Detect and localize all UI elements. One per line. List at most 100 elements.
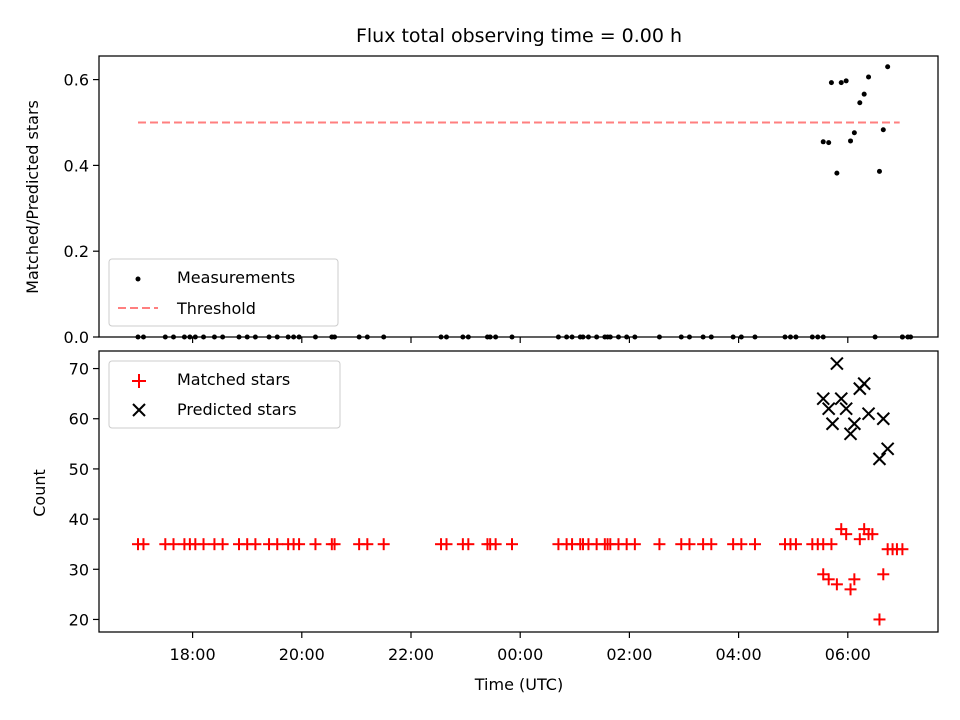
bottom-panel: 20 30 40 50 60 70 18:00 20:00 22:00 00:00 02:00 04… bbox=[30, 350, 939, 694]
top-plot-area bbox=[135, 64, 914, 340]
predicted-star-point bbox=[843, 427, 858, 441]
measurement-point bbox=[828, 80, 834, 86]
x-axis-label: Time (UTC) bbox=[474, 675, 563, 694]
measurement-point bbox=[381, 334, 387, 340]
measurement-point bbox=[170, 334, 176, 340]
matched-star-point bbox=[293, 538, 306, 551]
measurement-point bbox=[787, 334, 793, 340]
matched-star-point bbox=[462, 538, 475, 551]
measurement-point bbox=[678, 334, 684, 340]
matched-star-point bbox=[167, 538, 180, 551]
measurement-point bbox=[135, 334, 141, 340]
x-tick-label: 22:00 bbox=[388, 645, 434, 664]
measurement-point bbox=[594, 334, 600, 340]
matched-star-point bbox=[628, 538, 641, 551]
matched-star-point bbox=[866, 528, 879, 541]
matched-star-point bbox=[309, 538, 322, 551]
predicted-star-point bbox=[839, 401, 853, 416]
matched-star-point bbox=[844, 583, 857, 596]
measurement-point bbox=[615, 334, 621, 340]
y-tick-label: 50 bbox=[69, 460, 89, 479]
measurement-point bbox=[826, 140, 832, 146]
x-tick-label: 02:00 bbox=[606, 645, 652, 664]
measurement-point bbox=[708, 334, 714, 340]
measurement-point bbox=[876, 168, 882, 174]
measurement-point bbox=[872, 334, 878, 340]
matched-star-point bbox=[735, 538, 748, 551]
matched-star-point bbox=[705, 538, 718, 551]
measurement-point bbox=[201, 334, 207, 340]
matched-star-point bbox=[873, 613, 886, 626]
y-tick-label: 60 bbox=[69, 410, 89, 429]
measurement-point bbox=[364, 334, 370, 340]
measurement-point bbox=[192, 334, 198, 340]
measurement-point bbox=[569, 334, 575, 340]
measurement-point bbox=[220, 334, 226, 340]
x-tick-label: 04:00 bbox=[716, 645, 762, 664]
measurement-point bbox=[244, 334, 250, 340]
top-panel: 0.0 0.2 0.4 0.6 Matched/Predicted stars Mea… bbox=[23, 55, 939, 347]
measurement-point bbox=[809, 334, 815, 340]
y-tick-label: 0.6 bbox=[64, 71, 89, 90]
matched-legend-label: Matched stars bbox=[177, 370, 290, 389]
measurement-point bbox=[607, 334, 613, 340]
measurement-point bbox=[493, 334, 499, 340]
predicted-star-point bbox=[880, 442, 895, 456]
measurement-point bbox=[851, 130, 857, 136]
predicted-star-point bbox=[821, 401, 836, 416]
measurement-point bbox=[509, 334, 515, 340]
measurement-point bbox=[857, 100, 863, 106]
matched-star-point bbox=[789, 538, 802, 551]
matched-star-point bbox=[440, 538, 453, 551]
top-y-axis-label: Matched/Predicted stars bbox=[23, 100, 42, 294]
x-tick-label: 00:00 bbox=[497, 645, 543, 664]
measurement-point bbox=[843, 78, 849, 84]
measurement-point bbox=[834, 170, 840, 176]
predicted-star-point bbox=[830, 356, 844, 371]
matched-star-point bbox=[896, 543, 909, 556]
measurement-point bbox=[211, 334, 217, 340]
matched-star-point bbox=[271, 538, 284, 551]
measurement-point bbox=[236, 334, 242, 340]
measurement-point bbox=[624, 334, 630, 340]
measurement-point bbox=[296, 334, 302, 340]
matched-star-point bbox=[822, 573, 835, 586]
measurement-point bbox=[838, 80, 844, 86]
measurement-point bbox=[291, 334, 297, 340]
chart-title: Flux total observing time = 0.00 h bbox=[356, 25, 682, 47]
measurement-point bbox=[465, 334, 471, 340]
measurement-point bbox=[312, 334, 318, 340]
matched-star-point bbox=[489, 538, 502, 551]
y-tick-label: 40 bbox=[69, 510, 89, 529]
matched-star-point bbox=[817, 568, 830, 581]
x-tick-label: 18:00 bbox=[170, 645, 216, 664]
predicted-legend-marker bbox=[132, 403, 146, 417]
matched-star-point bbox=[328, 538, 341, 551]
matched-star-point bbox=[748, 538, 761, 551]
measurements-legend-label: Measurements bbox=[177, 268, 295, 287]
matched-star-point bbox=[216, 538, 229, 551]
measurement-point bbox=[443, 334, 449, 340]
measurement-point bbox=[274, 334, 280, 340]
measurement-point bbox=[782, 334, 788, 340]
measurement-point bbox=[861, 91, 867, 97]
measurement-point bbox=[885, 64, 891, 70]
measurement-point bbox=[332, 334, 338, 340]
measurement-point bbox=[356, 334, 362, 340]
measurement-point bbox=[908, 334, 914, 340]
top-legend-box bbox=[108, 258, 339, 327]
measurement-point bbox=[793, 334, 799, 340]
measurement-point bbox=[585, 334, 591, 340]
measurement-point bbox=[700, 334, 706, 340]
matched-star-point bbox=[506, 538, 519, 551]
top-legend: Measurements Threshold bbox=[108, 258, 339, 327]
measurement-point bbox=[266, 334, 272, 340]
measurement-point bbox=[820, 139, 826, 145]
measurement-point bbox=[162, 334, 168, 340]
top-y-ticks: 0.0 0.2 0.4 0.6 bbox=[64, 71, 99, 347]
measurement-point bbox=[815, 334, 821, 340]
bottom-legend-box bbox=[108, 360, 341, 429]
y-tick-label: 70 bbox=[69, 360, 89, 379]
predicted-star-point bbox=[876, 412, 890, 426]
